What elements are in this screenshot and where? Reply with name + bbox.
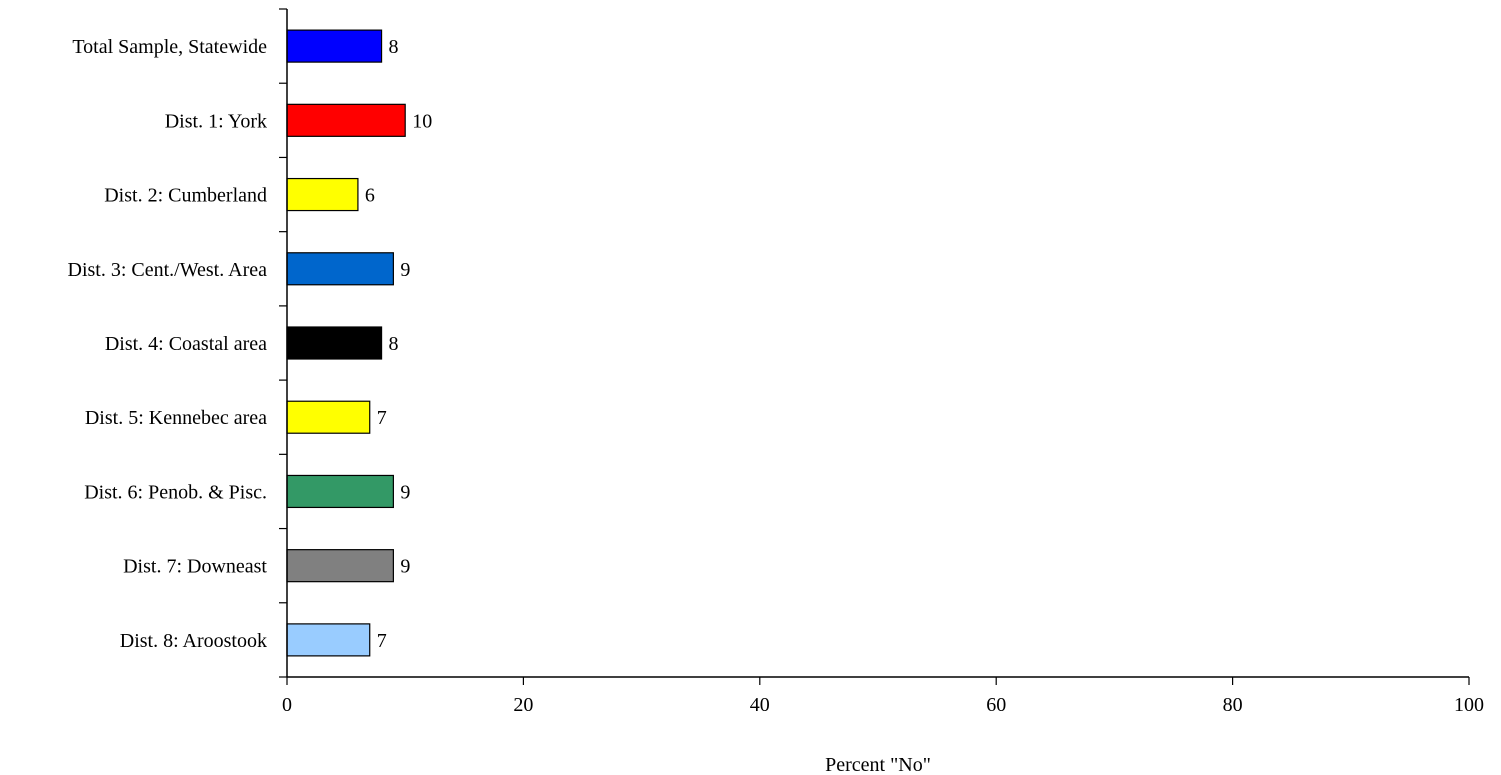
- data-label: 10: [412, 110, 432, 132]
- x-tick-label: 20: [513, 694, 533, 716]
- axes: [286, 9, 1469, 678]
- bar: [286, 326, 383, 360]
- data-label: 9: [400, 481, 410, 503]
- bar: [286, 474, 394, 509]
- bar: [286, 549, 394, 583]
- bar: [286, 400, 371, 434]
- category-label: Dist. 2: Cumberland: [104, 185, 267, 207]
- bars: [286, 29, 406, 657]
- category-label: Dist. 4: Coastal area: [105, 333, 267, 355]
- x-tick-label: 60: [986, 694, 1006, 716]
- category-labels: Total Sample, Statewide Dist. 1: York Dist…: [68, 36, 268, 652]
- bar: [286, 252, 394, 286]
- data-label: 8: [389, 36, 399, 58]
- y-axis-ticks: [279, 8, 287, 678]
- x-tick-label: 0: [282, 694, 292, 716]
- data-label: 8: [389, 333, 399, 355]
- data-label: 6: [365, 185, 375, 207]
- bar: [286, 29, 383, 63]
- category-label: Dist. 7: Downeast: [123, 556, 267, 578]
- bar: [286, 103, 406, 137]
- category-label: Dist. 1: York: [165, 110, 267, 132]
- value-labels: 8 10 6 9 8 7 9 9 7: [365, 36, 432, 652]
- category-label: Dist. 8: Aroostook: [120, 630, 267, 652]
- x-tick-label: 100: [1454, 694, 1484, 716]
- data-label: 7: [377, 630, 387, 652]
- x-tick-label: 80: [1223, 694, 1243, 716]
- x-axis-ticks: 0 20 40 60 80 100: [282, 677, 1484, 716]
- data-label: 7: [377, 407, 387, 429]
- category-label: Dist. 5: Kennebec area: [85, 407, 267, 429]
- data-label: 9: [400, 556, 410, 578]
- category-label: Total Sample, Statewide: [72, 36, 267, 58]
- x-axis-title: Percent "No": [825, 754, 931, 775]
- bar: [286, 177, 359, 212]
- category-label: Dist. 6: Penob. & Pisc.: [84, 481, 267, 503]
- category-label: Dist. 3: Cent./West. Area: [68, 259, 268, 281]
- bar: [286, 623, 371, 657]
- data-label: 9: [400, 259, 410, 281]
- x-tick-label: 40: [750, 694, 770, 716]
